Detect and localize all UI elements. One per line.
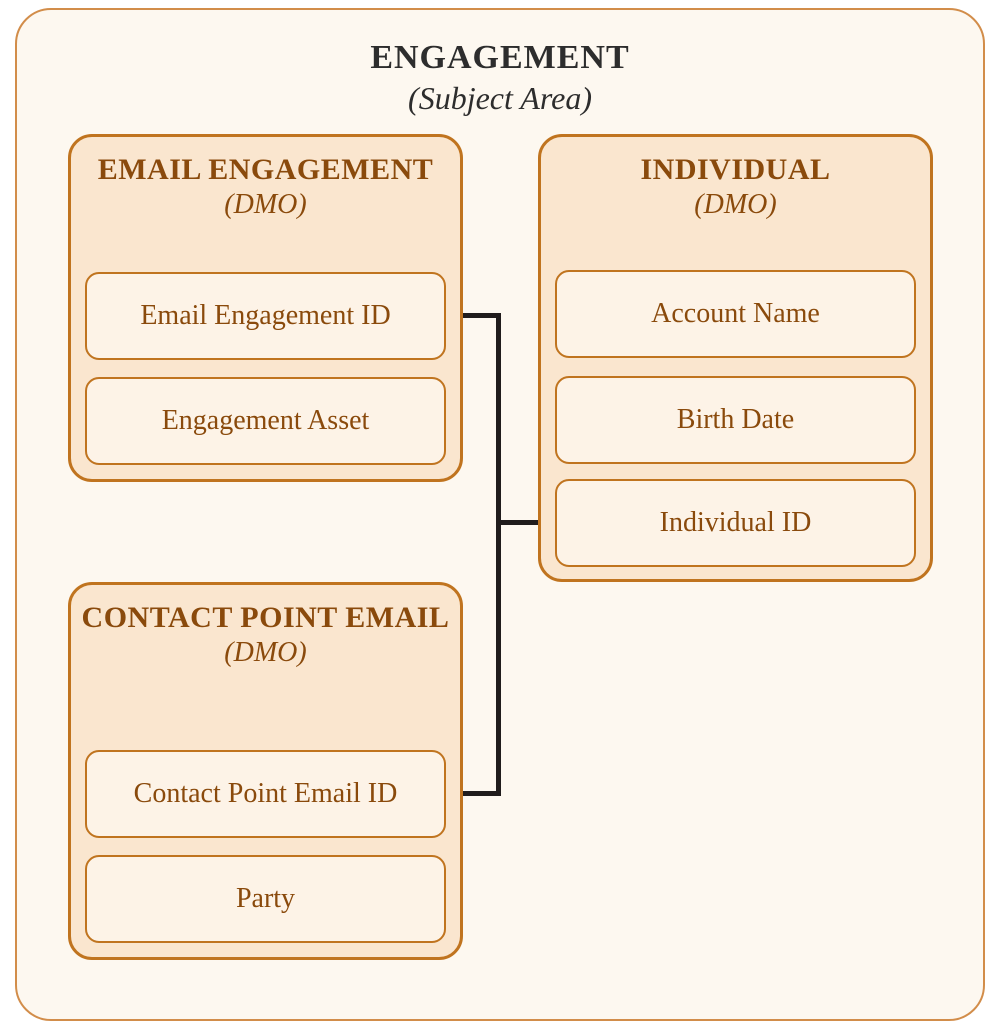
dmo-header: CONTACT POINT EMAIL (DMO) [81,601,450,669]
dmo-header: EMAIL ENGAGEMENT (DMO) [81,153,450,221]
attr-account-name: Account Name [555,270,916,358]
subject-area-title: ENGAGEMENT [17,38,983,79]
attr-contact-point-email-id: Contact Point Email ID [85,750,446,838]
connector-segment [496,313,501,796]
attr-label: Party [236,882,295,916]
attr-label: Engagement Asset [162,404,370,438]
attr-engagement-asset: Engagement Asset [85,377,446,465]
attr-label: Account Name [651,297,820,331]
dmo-subtitle: (DMO) [81,188,450,222]
subject-area-subtitle: (Subject Area) [17,79,983,117]
dmo-subtitle: (DMO) [81,636,450,670]
dmo-header: INDIVIDUAL (DMO) [551,153,920,221]
attr-email-engagement-id: Email Engagement ID [85,272,446,360]
dmo-title: CONTACT POINT EMAIL [81,601,450,636]
subject-area-header: ENGAGEMENT (Subject Area) [17,38,983,117]
dmo-subtitle: (DMO) [551,188,920,222]
dmo-title: EMAIL ENGAGEMENT [81,153,450,188]
attr-label: Email Engagement ID [140,299,390,333]
attr-label: Birth Date [677,403,794,437]
attr-label: Individual ID [660,506,812,540]
attr-party: Party [85,855,446,943]
attr-individual-id: Individual ID [555,479,916,567]
attr-birth-date: Birth Date [555,376,916,464]
dmo-title: INDIVIDUAL [551,153,920,188]
attr-label: Contact Point Email ID [134,777,398,811]
